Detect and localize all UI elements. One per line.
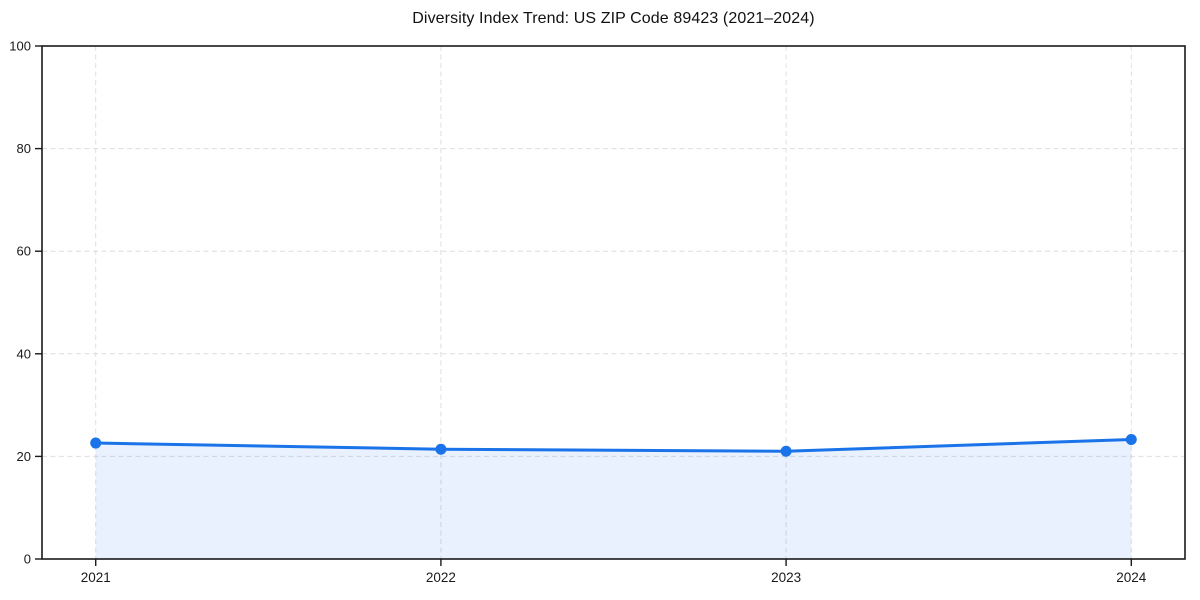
x-tick-label: 2022	[426, 570, 456, 585]
x-tick-label: 2023	[771, 570, 801, 585]
y-tick-label: 0	[24, 552, 31, 567]
data-point-2023	[780, 445, 792, 457]
y-tick-label: 80	[17, 141, 31, 156]
x-tick-label: 2021	[81, 570, 111, 585]
area-fill	[95, 439, 1132, 559]
x-tick-label: 2024	[1116, 570, 1147, 585]
y-tick-label: 60	[17, 244, 31, 259]
y-tick-label: 20	[17, 449, 31, 464]
data-point-2022	[435, 443, 447, 455]
trend-line	[94, 437, 1133, 453]
data-point-2021	[90, 437, 102, 449]
y-tick-label: 40	[17, 346, 31, 361]
plot-border	[41, 45, 1186, 560]
data-point-2024	[1125, 433, 1137, 445]
chart-title: Diversity Index Trend: US ZIP Code 89423…	[412, 10, 815, 27]
y-tick-label: 100	[9, 39, 31, 54]
